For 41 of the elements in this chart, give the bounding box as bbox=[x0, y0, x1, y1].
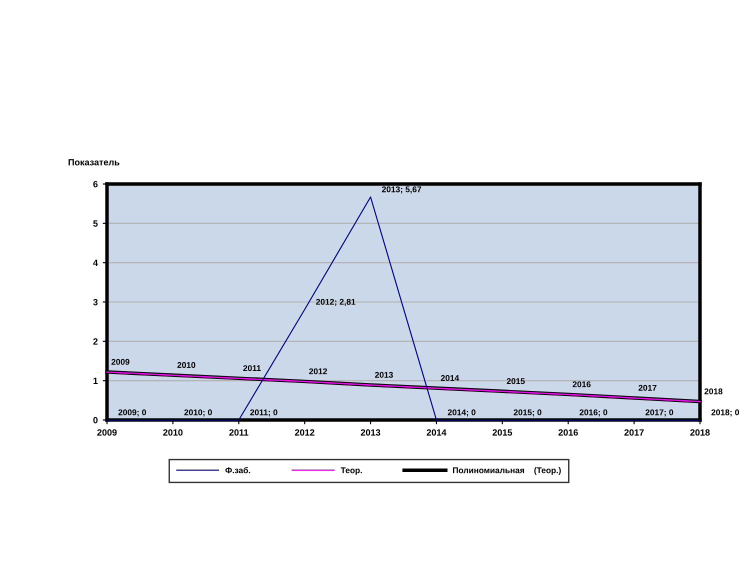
annotation: 2017 bbox=[638, 384, 656, 391]
x-tick-label: 2013 bbox=[360, 429, 380, 436]
legend-label: Теор. bbox=[340, 467, 362, 475]
x-tick-label: 2010 bbox=[163, 429, 183, 436]
y-axis-title: Показатель bbox=[68, 159, 120, 166]
data-label: 2009; 0 bbox=[118, 409, 146, 416]
x-tick-label: 2015 bbox=[492, 429, 512, 436]
x-tick-label: 2016 bbox=[558, 429, 578, 436]
legend-label: Ф.заб. bbox=[225, 467, 250, 474]
annotation: 2012 bbox=[309, 368, 328, 374]
annotation: 2014 bbox=[440, 375, 460, 381]
x-tick-label: 2009 bbox=[97, 429, 117, 436]
data-label: 2016; 0 bbox=[580, 409, 608, 416]
data-label: 2014; 0 bbox=[448, 409, 476, 416]
annotation: 2011 bbox=[243, 365, 261, 372]
data-label: 2010; 0 bbox=[184, 409, 212, 416]
data-label: 2011; 0 bbox=[250, 409, 278, 416]
y-tick-label: 2 bbox=[93, 338, 98, 345]
data-label: 2013; 5,67 bbox=[382, 186, 422, 194]
x-tick-label: 2011 bbox=[229, 429, 248, 436]
y-tick-label: 4 bbox=[93, 260, 98, 266]
annotation: 2018 bbox=[704, 388, 722, 394]
x-tick-label: 2012 bbox=[294, 429, 314, 436]
y-tick-label: 3 bbox=[93, 298, 98, 306]
data-label: 2017; 0 bbox=[646, 409, 674, 416]
data-label: 2015; 0 bbox=[514, 409, 542, 416]
data-label: 2018; 0 bbox=[711, 409, 740, 416]
y-tick-label: 1 bbox=[94, 378, 98, 384]
x-tick-label: 2018 bbox=[690, 429, 710, 436]
y-tick-label: 0 bbox=[93, 416, 98, 424]
annotation: 2013 bbox=[375, 372, 393, 378]
y-tick-label: 6 bbox=[93, 180, 98, 188]
x-tick-label: 2014 bbox=[426, 429, 446, 436]
legend-label: Полиномиальная (Теор.) bbox=[453, 467, 561, 475]
y-tick-label: 5 bbox=[93, 220, 98, 227]
x-tick-label: 2017 bbox=[624, 429, 644, 436]
annotation: 2016 bbox=[572, 381, 591, 388]
data-label: 2012; 2,81 bbox=[316, 298, 356, 306]
annotation: 2009 bbox=[111, 358, 130, 365]
annotation: 2015 bbox=[506, 378, 525, 384]
annotation: 2010 bbox=[177, 362, 196, 368]
